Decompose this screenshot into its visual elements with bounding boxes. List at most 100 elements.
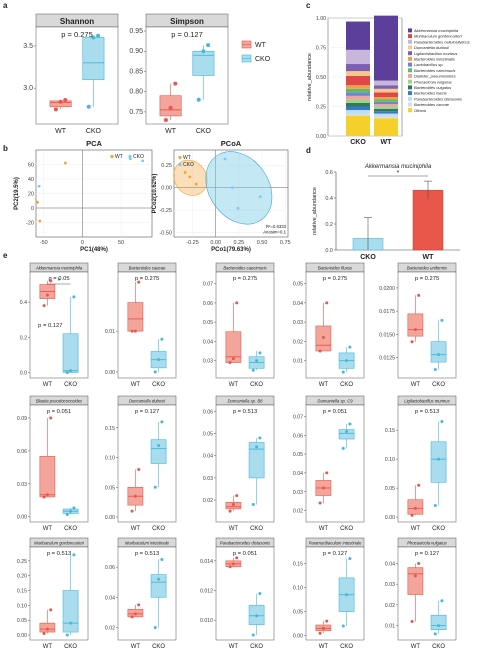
legend-swatch [408,56,412,61]
legend-entry: Dialister_pneumosintes [414,74,456,79]
x-label-cko: CKO [64,644,77,650]
cko-point [157,444,161,448]
legend-label-wt: WT [183,155,191,161]
boxplot-panel-simpson: Simpson 0.75 0.80 0.85 0.90 0.95 WT CKO p = 0.12… [129,13,229,135]
y-tick-label: 0.10 [105,456,115,462]
y-tick-label: 0.02 [385,603,395,609]
wt-point [137,280,141,284]
y-tick-label: -20 [26,221,34,227]
cko-point [141,159,145,163]
p-value: p = 0.127 [135,409,159,415]
y-tick-label: 0.0 [20,370,27,376]
bar-segment [374,111,398,114]
p-value: p = 0.513 [135,551,159,557]
legend-entry: Bacteroides caccae [414,102,450,107]
x-label-cko: CKO [196,128,212,135]
panel-title: Simpson [170,17,204,26]
stacked-bar-chart: 0.00 0.25 0.50 0.75 1.00 relative_abundance CK… [307,15,470,146]
y-tick-label: -0.25 [159,208,172,214]
cko-point [160,420,164,424]
wt-point [45,627,49,631]
panel-label-c: c [306,1,311,10]
plot-frame [35,26,119,125]
legend-entry: Bacteroides faecis [414,91,447,96]
cko-point [437,353,441,357]
bar-segment [374,92,398,98]
y-tick-label: 0.20 [17,574,27,580]
bar-segment [346,88,370,93]
y-tick-label: 0.25 [316,105,326,111]
legend-swatch [408,108,412,113]
wt-point [413,506,417,510]
y-tick-label: 0.0175 [379,309,395,315]
wt-point [49,416,53,420]
cko-point [153,485,157,489]
plot-frame [145,26,229,125]
x-label-wt: WT [131,644,141,650]
legend-entry: Muribaculum gordoncarteri [414,34,462,39]
wt-point [194,182,198,186]
legend-entry: Bacteroides vulgatus [414,85,451,90]
wt-point [417,483,421,487]
panel-title: Bacteroides caecimuris [223,266,267,271]
x-label-wt: WT [411,644,421,650]
wt-point [38,219,42,223]
wt-point [413,328,417,332]
cko-point [201,49,206,54]
x-label-cko: CKO [86,128,102,135]
plot-frame [305,271,365,379]
x-label-cko: CKO [152,382,165,388]
legend-entry: Bacteroides caecimuris [414,68,455,73]
cko-point [65,370,69,374]
y-tick-label: 0.00 [17,515,27,521]
cko-point [341,370,345,374]
y-tick-label: 0.01 [385,624,395,630]
wt-point [133,329,137,333]
cko-point [258,592,262,595]
y-tick-label: 0.2 [20,335,27,341]
y-tick-label: 0.00 [105,515,115,521]
cko-point [440,599,444,603]
p-value: p = 0.275 [61,30,93,39]
wt-point [318,501,322,505]
cko-point [251,502,255,506]
legend-label-wt: WT [115,154,123,160]
x-label-cko: CKO [432,526,445,532]
cko-point [258,436,262,440]
bar-segment [346,49,370,65]
panel-label-d: d [306,146,311,155]
wt-point [410,340,414,344]
cko-point [433,632,437,636]
x-axis-label: PC1(48%) [80,247,108,253]
wt-point [235,301,239,305]
y-tick-label: 0.05 [293,452,303,458]
legend-swatch [408,51,412,56]
cko-point [348,422,352,426]
bar-segment [346,102,370,107]
y-tick-label: 0.04 [293,301,303,307]
y-tick-label: 0.10 [293,585,303,591]
bar-segment [374,101,398,105]
x-label-wt: WT [229,382,239,388]
cko-box [62,590,79,633]
wt-point [163,117,168,122]
legend-dot-cko [128,154,132,159]
panel-title: Bacteroides fluxus [318,266,353,271]
wt-point [413,574,417,578]
y-tick-label: 3.0 [23,85,33,92]
legend-swatch [408,79,412,84]
p-value: p = 0.05 [48,276,69,282]
legend-dot-wt [110,154,114,159]
x-label-cko: CKO [350,139,366,146]
x-label-cko: CKO [432,644,445,650]
cko-point [160,337,164,341]
cko-point [206,43,211,48]
wt-point [168,105,173,110]
y-tick-label: 0 [31,206,34,212]
legend-swatch [408,85,412,90]
cko-box [248,442,265,479]
